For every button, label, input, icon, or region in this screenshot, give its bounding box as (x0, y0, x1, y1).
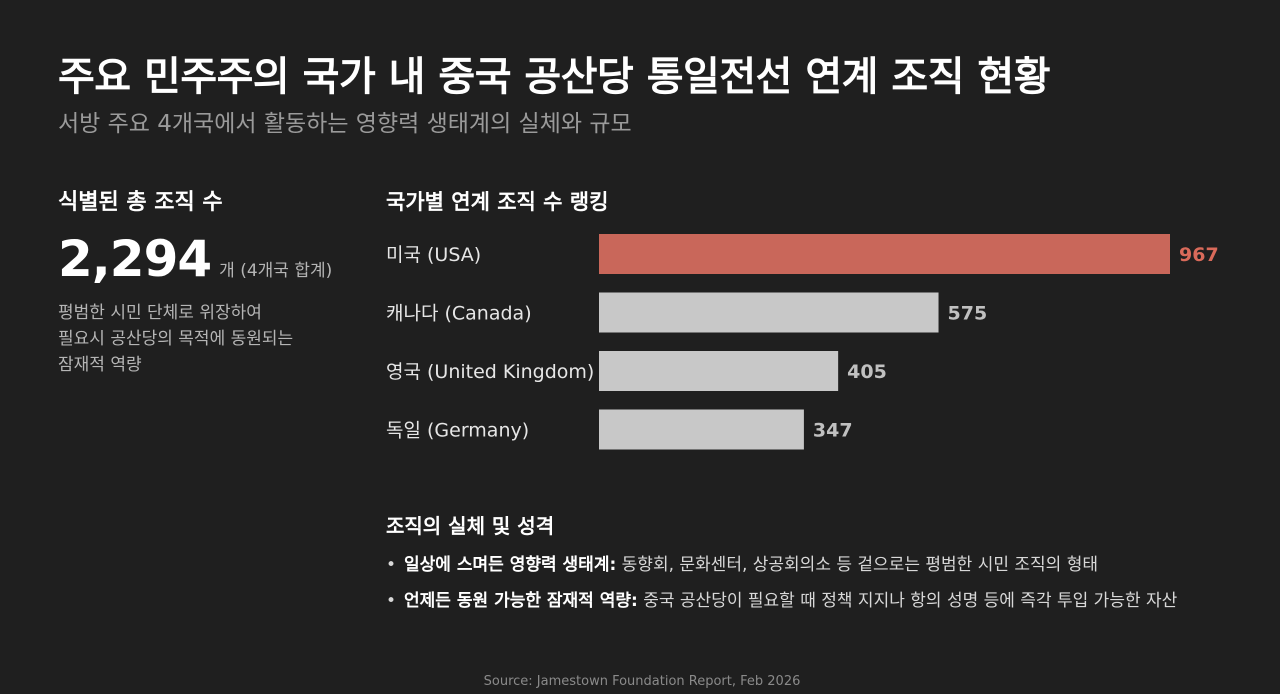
list-item: • 일상에 스며든 영향력 생태계: 동향회, 문화센터, 상공회의소 등 겉으로… (386, 555, 1098, 575)
source-note: Source: Jamestown Foundation Report, Feb… (483, 674, 801, 689)
summary-description: 평범한 시민 단체로 위장하여 필요시 공산당의 목적에 동원되는 잠재적 역량 (58, 303, 294, 375)
page-subtitle: 서방 주요 4개국에서 활동하는 영향력 생태계의 실체와 규모 (58, 111, 632, 137)
nature-list: • 일상에 스며든 영향력 생태계: 동향회, 문화센터, 상공회의소 등 겉으로… (386, 550, 1177, 622)
page-title: 주요 민주주의 국가 내 중국 공산당 통일전선 연계 조직 현황 (58, 54, 1051, 100)
bar (599, 409, 804, 450)
bar (599, 351, 839, 391)
list-item: • 언제든 동원 가능한 잠재적 역량: 중국 공산당이 필요할 때 정책 지지나… (386, 591, 1178, 611)
list-item-heading: 일상에 스며든 영향력 생태계: (404, 555, 617, 575)
data-label: 575 (948, 303, 988, 325)
summary-total: 2,294 (58, 230, 212, 288)
bar (599, 292, 939, 333)
summary-label: 식별된 총 조직 수 (58, 190, 223, 215)
category-label: 영국 (United Kingdom) (386, 361, 594, 383)
list-item-text: 중국 공산당이 필요할 때 정책 지지나 항의 성명 등에 즉각 투입 가능한 … (637, 591, 1178, 611)
list-item-text: 동향회, 문화센터, 상공회의소 등 겉으로는 평범한 시민 조직의 형태 (616, 555, 1098, 575)
category-label: 캐나다 (Canada) (386, 303, 532, 325)
summary-unit: 개 (4개국 합계) (219, 261, 333, 281)
category-label: 독일 (Germany) (386, 420, 529, 442)
data-label: 967 (1179, 244, 1219, 266)
summary-panel: 식별된 총 조직 수 2,294 개 (4개국 합계) 평범한 시민 단체로 위… (58, 184, 358, 378)
data-label: 347 (813, 420, 853, 442)
chart-title: 국가별 연계 조직 수 랭킹 (386, 190, 609, 214)
nature-title: 조직의 실체 및 성격 (386, 514, 555, 538)
summary-total-row: 2,294 개 (4개국 합계) (58, 230, 358, 288)
data-label: 405 (847, 361, 887, 383)
bar (599, 234, 1170, 274)
list-item-heading: 언제든 동원 가능한 잠재적 역량: (404, 591, 638, 611)
category-label: 미국 (USA) (386, 244, 481, 266)
